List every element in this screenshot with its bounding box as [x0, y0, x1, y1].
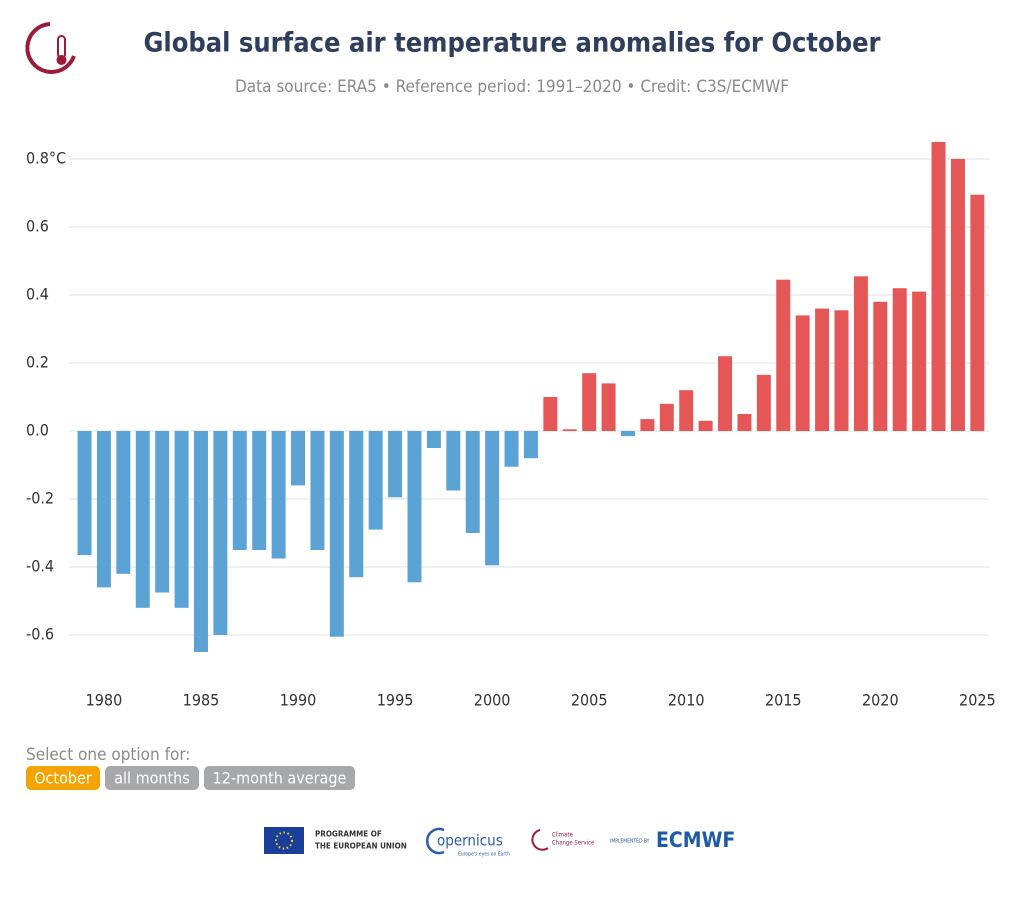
y-tick-label: 0.0 — [26, 421, 49, 440]
footer: PROGRAMME OF THE EUROPEAN UNION opernicu… — [264, 827, 735, 858]
bar — [737, 414, 752, 431]
bar — [970, 194, 985, 431]
x-tick-label: 1990 — [280, 691, 317, 710]
c3s-text: Change Service — [552, 840, 595, 847]
bar — [931, 142, 946, 431]
x-tick-label: 2025 — [959, 691, 996, 710]
bar — [718, 356, 733, 431]
bar — [601, 383, 616, 431]
bar — [446, 431, 461, 491]
chart-subtitle: Data source: ERA5 • Reference period: 19… — [235, 77, 789, 97]
y-tick-label: -0.2 — [26, 489, 54, 508]
bar — [834, 310, 849, 431]
bar — [135, 431, 150, 608]
y-tick-label: 0.2 — [26, 353, 49, 372]
bar — [640, 419, 655, 431]
bar — [465, 431, 480, 533]
bar — [912, 291, 927, 431]
option-label[interactable]: all months — [114, 769, 190, 788]
bar — [485, 431, 500, 566]
bar — [77, 431, 92, 556]
bar — [873, 301, 888, 431]
bar — [679, 390, 694, 431]
x-tick-label: 1985 — [183, 691, 220, 710]
eu-text: THE EUROPEAN UNION — [315, 842, 407, 851]
y-tick-label: 0.4 — [26, 285, 49, 304]
bar — [155, 431, 170, 593]
option-button[interactable]: October — [26, 766, 100, 790]
bar — [291, 431, 306, 486]
y-tick-label: 0.6 — [26, 217, 49, 236]
bar — [368, 431, 383, 530]
bar — [349, 431, 364, 578]
bar — [96, 431, 111, 588]
x-tick-label: 2005 — [571, 691, 608, 710]
y-tick-label: -0.6 — [26, 625, 54, 644]
option-background — [105, 766, 199, 790]
copernicus-logo: opernicus — [437, 832, 503, 850]
copernicus-tagline: Europe's eyes on Earth — [458, 852, 510, 858]
controls-prompt: Select one option for: — [26, 745, 190, 765]
bar — [659, 403, 674, 431]
bar — [950, 159, 965, 431]
x-tick-label: 2015 — [765, 691, 802, 710]
x-tick-label: 1980 — [86, 691, 123, 710]
x-tick-label: 1995 — [377, 691, 414, 710]
y-tick-label: -0.4 — [26, 557, 54, 576]
option-label[interactable]: 12-month average — [213, 769, 347, 788]
option-button[interactable]: 12-month average — [204, 766, 355, 790]
x-tick-label: 2010 — [668, 691, 705, 710]
bar — [543, 397, 558, 431]
bar — [776, 279, 791, 431]
bar — [815, 308, 830, 431]
eu-flag — [264, 827, 304, 854]
bar — [329, 431, 344, 637]
bar — [388, 431, 403, 498]
bar — [213, 431, 228, 635]
bar — [407, 431, 422, 583]
bar — [271, 431, 286, 559]
bar — [504, 431, 519, 467]
option-button[interactable]: all months — [105, 766, 199, 790]
bar — [698, 420, 713, 431]
x-tick-label: 2000 — [474, 691, 511, 710]
eu-text: PROGRAMME OF — [315, 830, 382, 839]
bar — [232, 431, 247, 550]
bar — [756, 374, 771, 431]
y-tick-label: 0.8°C — [26, 149, 66, 168]
bar — [892, 288, 907, 431]
bar — [523, 431, 538, 459]
bar — [310, 431, 325, 550]
bar — [562, 429, 577, 431]
chart-title: Global surface air temperature anomalies… — [143, 28, 880, 59]
c3s-logo — [25, 22, 76, 74]
bar — [853, 276, 868, 431]
c3s-text: Climate — [552, 832, 573, 839]
bar — [252, 431, 267, 550]
option-background — [204, 766, 355, 790]
bar — [795, 315, 810, 431]
ecmwf-logo: ECMWF — [656, 828, 735, 852]
bar — [174, 431, 189, 608]
option-background — [26, 766, 100, 790]
implemented-by: IMPLEMENTED BY — [610, 839, 650, 845]
x-tick-label: 2020 — [862, 691, 899, 710]
bar — [116, 431, 131, 574]
option-label[interactable]: October — [34, 769, 92, 788]
bar — [582, 373, 597, 431]
bar — [621, 431, 635, 437]
bar — [426, 431, 441, 448]
bar — [193, 431, 208, 652]
